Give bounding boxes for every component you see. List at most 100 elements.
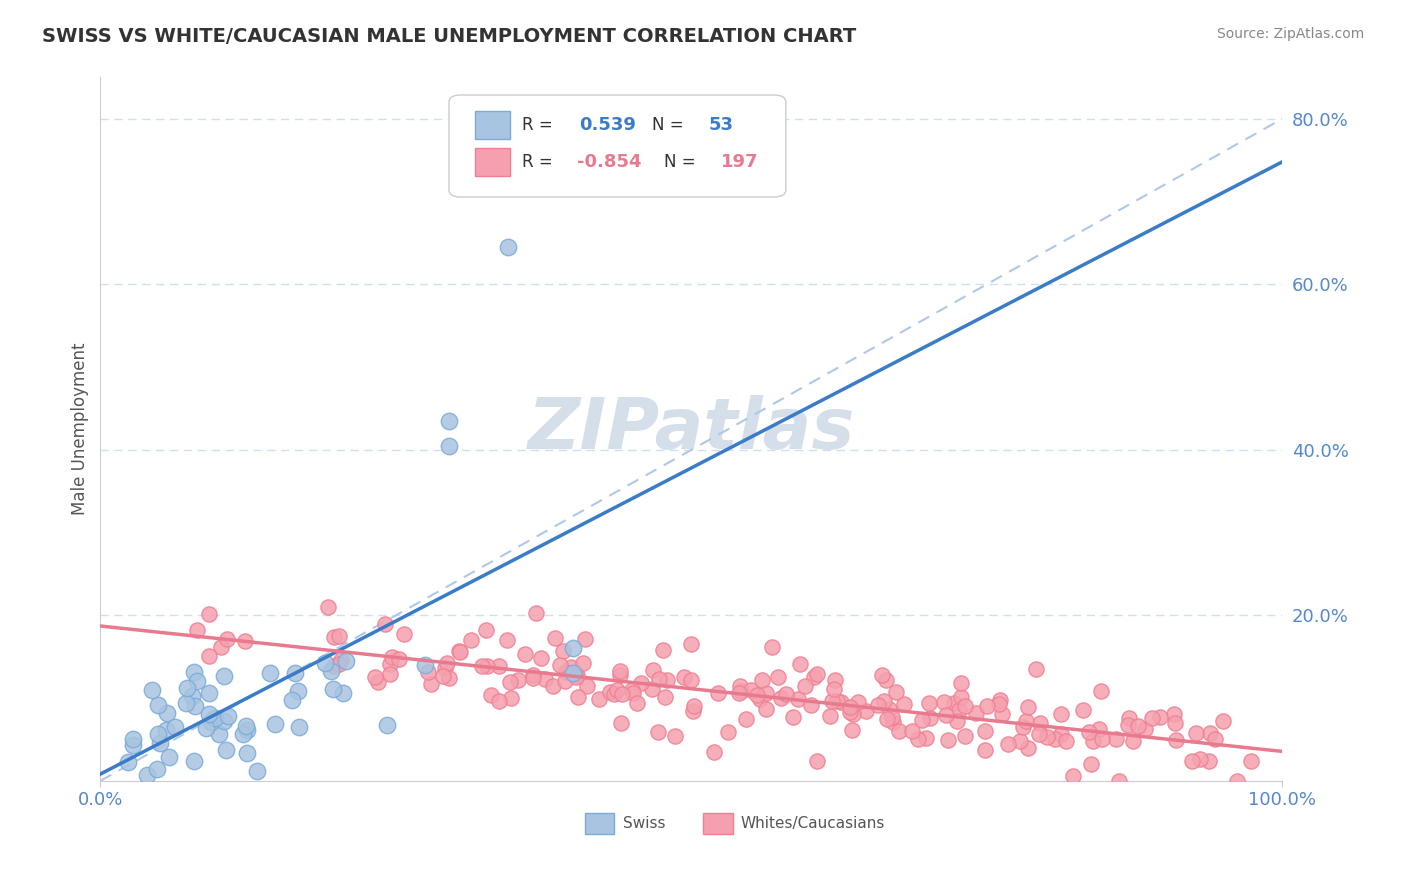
Point [932,695,955,709]
Point [209,640,232,654]
Text: N =: N = [652,116,689,134]
Point [367,674,389,689]
Point [745,688,768,702]
Text: ZIPatlas: ZIPatlas [527,394,855,464]
Point [876,712,898,726]
Point [877,701,900,715]
Point [198,686,221,700]
Point [264,717,287,731]
Point [470,658,492,673]
Point [530,651,553,665]
Point [329,653,352,667]
Point [870,668,893,682]
Point [806,755,828,769]
Point [893,697,915,711]
Point [740,683,762,698]
Point [565,667,588,681]
Point [437,671,460,685]
Point [846,695,869,709]
Point [945,714,967,728]
Point [449,645,471,659]
Point [717,724,740,739]
Point [1077,725,1099,739]
Point [392,627,415,641]
Point [1028,727,1050,741]
Point [1140,711,1163,725]
Point [855,704,877,718]
Point [148,727,170,741]
Point [647,673,669,687]
Point [562,666,585,681]
Point [574,632,596,646]
Point [609,664,631,678]
Point [236,746,259,760]
Point [322,682,344,697]
Point [749,692,772,706]
Point [609,668,631,682]
Point [288,720,311,734]
Text: Swiss: Swiss [623,815,665,830]
Point [576,679,599,693]
Point [145,762,167,776]
Point [887,724,910,739]
Point [550,657,572,672]
Point [544,631,567,645]
Point [630,676,652,690]
Point [651,642,673,657]
Point [1133,723,1156,737]
Point [159,749,181,764]
Point [664,729,686,743]
Point [949,690,972,704]
Point [1189,752,1212,766]
Point [914,731,936,745]
Point [965,706,987,720]
Point [1163,707,1185,722]
Point [565,670,588,684]
Point [606,683,628,698]
Point [1240,754,1263,768]
Point [942,696,965,710]
Point [117,755,139,769]
Point [146,698,169,712]
Point [1029,716,1052,731]
Point [1118,711,1140,725]
Point [730,684,752,698]
Point [755,686,778,700]
Point [496,240,519,254]
Point [332,686,354,700]
Point [375,718,398,732]
Point [522,667,544,681]
Point [735,712,758,726]
Point [433,661,456,675]
Point [1090,683,1112,698]
Point [501,690,523,705]
Point [610,715,633,730]
Point [1088,722,1111,736]
Point [180,689,202,703]
Point [374,617,396,632]
Point [988,692,1011,706]
Point [437,439,460,453]
Point [880,710,903,724]
Point [1080,756,1102,771]
Point [475,624,498,638]
Point [621,686,644,700]
Point [821,694,844,708]
Point [323,631,346,645]
Point [1054,733,1077,747]
Point [198,649,221,664]
Point [432,669,454,683]
Point [155,706,177,720]
Y-axis label: Male Unemployment: Male Unemployment [72,343,89,516]
Point [949,675,972,690]
Point [626,696,648,710]
Text: Source: ZipAtlas.com: Source: ZipAtlas.com [1216,27,1364,41]
Point [841,706,863,721]
Point [420,677,443,691]
Point [782,710,804,724]
Point [1181,755,1204,769]
Text: -0.854: -0.854 [576,153,641,171]
Point [907,732,929,747]
Point [316,600,339,615]
Point [654,690,676,704]
